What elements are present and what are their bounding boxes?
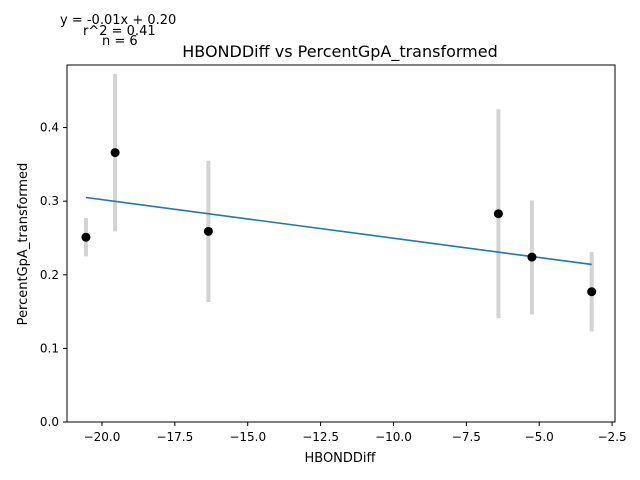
y-tick-label: 0.3 — [40, 194, 59, 208]
sample-size-label: n = 6 — [102, 34, 138, 49]
x-axis-label: HBONDDiff — [304, 451, 376, 466]
x-tick-label: −5.0 — [525, 430, 554, 444]
y-axis-ticks: 0.0 0.1 0.2 0.3 0.4 — [40, 121, 67, 429]
x-tick-label: −15.0 — [229, 430, 266, 444]
x-tick-label: −12.5 — [302, 430, 339, 444]
plot-area — [67, 65, 615, 422]
data-point-1 — [81, 232, 91, 242]
x-tick-label: −17.5 — [156, 430, 193, 444]
data-point-6 — [587, 287, 597, 297]
plot-frame — [66, 64, 616, 423]
fit-line — [85, 196, 592, 266]
data-point-3 — [203, 226, 213, 236]
y-tick-label: 0.2 — [40, 268, 59, 282]
x-tick-label: −20.0 — [84, 430, 121, 444]
data-points — [81, 148, 597, 297]
y-tick-label: 0.0 — [40, 415, 59, 429]
data-point-4 — [493, 209, 503, 219]
x-tick-label: −7.5 — [452, 430, 481, 444]
regression-equation: y = -0.01x + 0.20 — [60, 13, 177, 28]
data-point-2 — [110, 148, 120, 158]
x-tick-label: −10.0 — [375, 430, 412, 444]
x-tick-label: −2.5 — [598, 430, 627, 444]
x-axis-ticks: −20.0 −17.5 −15.0 −12.5 −10.0 −7.5 −5.0 −2.5 — [84, 422, 627, 444]
chart-title: HBONDDiff vs PercentGpA_transformed — [182, 42, 498, 62]
y-tick-label: 0.1 — [40, 341, 59, 355]
fit-line-group — [85, 196, 592, 266]
data-point-5 — [527, 252, 537, 262]
y-tick-label: 0.4 — [40, 121, 59, 135]
r-squared-label: r^2 = 0.41 — [83, 24, 156, 39]
y-axis-label: PercentGpA_transformed — [16, 163, 31, 326]
